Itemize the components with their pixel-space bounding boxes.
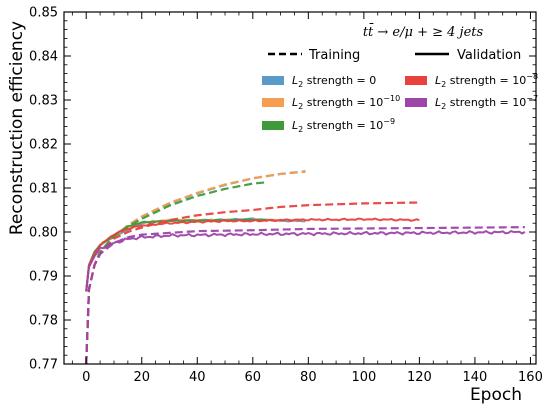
legend-validation-label: Validation — [457, 48, 521, 63]
plot-frame — [63, 11, 537, 365]
series-layer — [85, 170, 526, 364]
legend-entry-label: L2 strength = 10−8 — [435, 72, 538, 89]
ticks-layer: 0 20 40 60 80 100 120 140 160 0.77 0.78 0.79 0.80 0.8… — [29, 6, 543, 386]
legend-swatch — [262, 98, 284, 107]
x-tick-label: 40 — [189, 370, 206, 385]
y-tick-label: 0.81 — [29, 182, 58, 197]
legend-entry-label: L2 strength = 10−10 — [292, 94, 400, 111]
legend-title: tt̄ → e/μ + ≥ 4 jets — [363, 23, 484, 40]
y-axis-label: Reconstruction efficiency — [7, 21, 27, 235]
legend-swatch — [262, 76, 284, 85]
series-line-training — [85, 170, 306, 364]
legend-entry-label: L2 strength = 10−9 — [292, 117, 395, 134]
y-tick-label: 0.83 — [29, 94, 58, 109]
legend-entry-label: L2 strength = 0 — [292, 74, 376, 89]
x-tick-label: 120 — [407, 370, 432, 385]
legend-swatch — [405, 98, 427, 107]
series-line-validation — [85, 229, 526, 292]
legend-entry-label: L2 strength = 10−7 — [435, 94, 538, 111]
x-tick-label: 80 — [300, 370, 317, 385]
legend-swatch — [405, 76, 427, 85]
series-line-training — [85, 201, 420, 364]
x-tick-label: 20 — [133, 370, 150, 385]
series-line-validation — [85, 217, 420, 292]
y-tick-label: 0.80 — [29, 226, 58, 241]
series-line-training — [85, 181, 267, 364]
legend-entries: L2 strength = 0 L2 strength = 10−10 L2 str… — [262, 72, 538, 134]
x-tick-label: 0 — [82, 370, 90, 385]
x-tick-label: 140 — [463, 370, 488, 385]
y-tick-label: 0.78 — [29, 314, 58, 329]
x-tick-label: 60 — [245, 370, 262, 385]
y-tick-label: 0.82 — [29, 138, 58, 153]
x-tick-label: 100 — [351, 370, 376, 385]
x-tick-label: 160 — [518, 370, 543, 385]
series-line-training — [85, 226, 525, 364]
y-tick-label: 0.84 — [29, 50, 58, 65]
legend-training-label: Training — [308, 48, 360, 63]
y-tick-label: 0.85 — [29, 6, 58, 21]
y-tick-label: 0.79 — [29, 270, 58, 285]
y-tick-label: 0.77 — [29, 358, 58, 373]
series-line-training — [85, 170, 306, 364]
legend: tt̄ → e/μ + ≥ 4 jets Training Validation… — [262, 23, 538, 134]
x-axis-label: Epoch — [470, 385, 522, 405]
legend-swatch — [262, 121, 284, 130]
